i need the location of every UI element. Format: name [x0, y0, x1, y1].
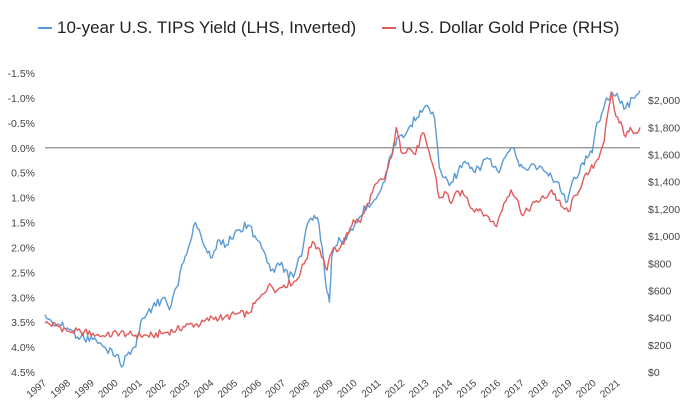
right-tick-label: $2,000 — [648, 95, 680, 107]
legend-swatch-tips — [38, 27, 52, 29]
x-tick-label: 2000 — [96, 378, 120, 401]
x-tick-label: 2019 — [551, 378, 575, 401]
legend-swatch-gold — [382, 27, 397, 29]
left-tick-label: -0.5% — [8, 118, 35, 130]
x-tick-label: 2012 — [383, 378, 407, 401]
tips-yield-line — [44, 90, 641, 368]
left-tick-label: -1.5% — [8, 68, 35, 80]
x-tick-label: 2016 — [479, 378, 503, 401]
right-tick-label: $400 — [648, 313, 672, 325]
x-tick-label: 2007 — [264, 378, 288, 401]
right-tick-label: $1,600 — [648, 150, 680, 162]
x-tick-label: 2003 — [168, 378, 192, 401]
right-tick-label: $0 — [648, 367, 660, 379]
x-tick-label: 1997 — [25, 378, 49, 401]
left-tick-label: -1.0% — [8, 93, 35, 105]
x-tick-label: 2001 — [120, 378, 144, 401]
left-tick-label: 1.0% — [11, 193, 35, 205]
right-tick-label: $800 — [648, 258, 672, 270]
legend-label-gold: U.S. Dollar Gold Price (RHS) — [401, 18, 620, 37]
right-tick-label: $1,400 — [648, 177, 680, 189]
x-tick-label: 2011 — [360, 378, 384, 401]
x-tick-label: 2002 — [144, 378, 168, 401]
x-tick-label: 2005 — [216, 378, 240, 401]
x-tick-label: 2014 — [431, 378, 455, 401]
left-tick-label: 4.0% — [11, 342, 35, 354]
right-tick-label: $1,800 — [648, 122, 680, 134]
gold-price-line — [44, 91, 641, 340]
x-tick-label: 1999 — [73, 378, 97, 401]
x-tick-label: 2018 — [527, 378, 551, 401]
x-tick-label: 2021 — [598, 378, 622, 401]
x-tick-label: 2015 — [455, 378, 479, 401]
left-tick-label: 0.5% — [11, 168, 35, 180]
left-tick-label: 4.5% — [11, 367, 35, 379]
left-tick-label: 0.0% — [11, 143, 35, 155]
left-tick-label: 3.5% — [11, 317, 35, 329]
right-axis: $0 $200 $400 $600 $800 $1,000 $1,200 $1,400 $1,6… — [648, 95, 680, 379]
x-tick-label: 2008 — [288, 378, 312, 401]
legend-label-tips: 10-year U.S. TIPS Yield (LHS, Inverted) — [57, 18, 357, 37]
right-tick-label: $600 — [648, 285, 672, 297]
left-tick-label: 1.5% — [11, 218, 35, 230]
x-axis: 1997 1998 1999 2000 2001 2002 2003 2004 2005 2006… — [25, 378, 623, 401]
right-tick-label: $200 — [648, 340, 672, 352]
x-tick-label: 2009 — [312, 378, 336, 401]
x-tick-label: 2004 — [192, 378, 216, 401]
x-tick-label: 2020 — [574, 378, 598, 401]
legend: 10-year U.S. TIPS Yield (LHS, Inverted) … — [38, 18, 645, 38]
left-axis: -1.5% -1.0% -0.5% 0.0% 0.5% 1.0% 1.5% 2.0% 2.5% 3… — [8, 68, 35, 379]
left-tick-label: 2.5% — [11, 267, 35, 279]
x-tick-label: 2006 — [240, 378, 264, 401]
right-tick-label: $1,200 — [648, 204, 680, 216]
right-tick-label: $1,000 — [648, 231, 680, 243]
x-tick-label: 1998 — [49, 378, 73, 401]
left-tick-label: 2.0% — [11, 242, 35, 254]
x-tick-label: 2013 — [407, 378, 431, 401]
legend-item-tips: 10-year U.S. TIPS Yield (LHS, Inverted) — [38, 18, 356, 38]
legend-item-gold: U.S. Dollar Gold Price (RHS) — [382, 18, 619, 38]
x-tick-label: 2010 — [335, 378, 359, 401]
left-tick-label: 3.0% — [11, 292, 35, 304]
x-tick-label: 2017 — [503, 378, 527, 401]
